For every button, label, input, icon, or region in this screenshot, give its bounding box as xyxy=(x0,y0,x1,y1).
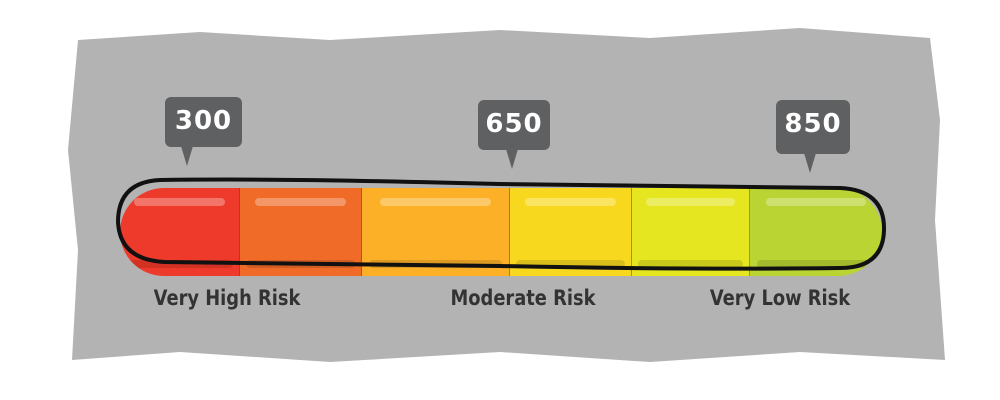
marker-value: 300 xyxy=(174,106,233,136)
marker-300: 300 xyxy=(165,97,242,147)
segment-highlight xyxy=(134,198,225,206)
marker-650: 650 xyxy=(478,100,550,150)
marker-value: 650 xyxy=(485,109,543,139)
risk-segment-5 xyxy=(632,188,750,276)
marker-650-pointer xyxy=(506,149,518,169)
segment-shadow xyxy=(637,260,744,268)
label-very-low-risk: Very Low Risk xyxy=(709,286,851,310)
segment-highlight xyxy=(254,198,347,206)
marker-value: 850 xyxy=(784,109,842,139)
risk-segment-4 xyxy=(510,188,632,276)
segment-highlight xyxy=(379,198,492,206)
segment-shadow xyxy=(756,260,876,268)
segment-shadow xyxy=(516,260,625,268)
segment-highlight xyxy=(646,198,735,206)
marker-300-pointer xyxy=(181,146,193,166)
segment-highlight xyxy=(765,198,867,206)
marker-850: 850 xyxy=(776,100,850,154)
marker-850-pointer xyxy=(804,153,816,173)
segment-highlight xyxy=(524,198,617,206)
label-very-high-risk: Very High Risk xyxy=(153,286,301,310)
risk-segment-6 xyxy=(750,188,882,276)
label-moderate-risk: Moderate Risk xyxy=(450,286,596,310)
